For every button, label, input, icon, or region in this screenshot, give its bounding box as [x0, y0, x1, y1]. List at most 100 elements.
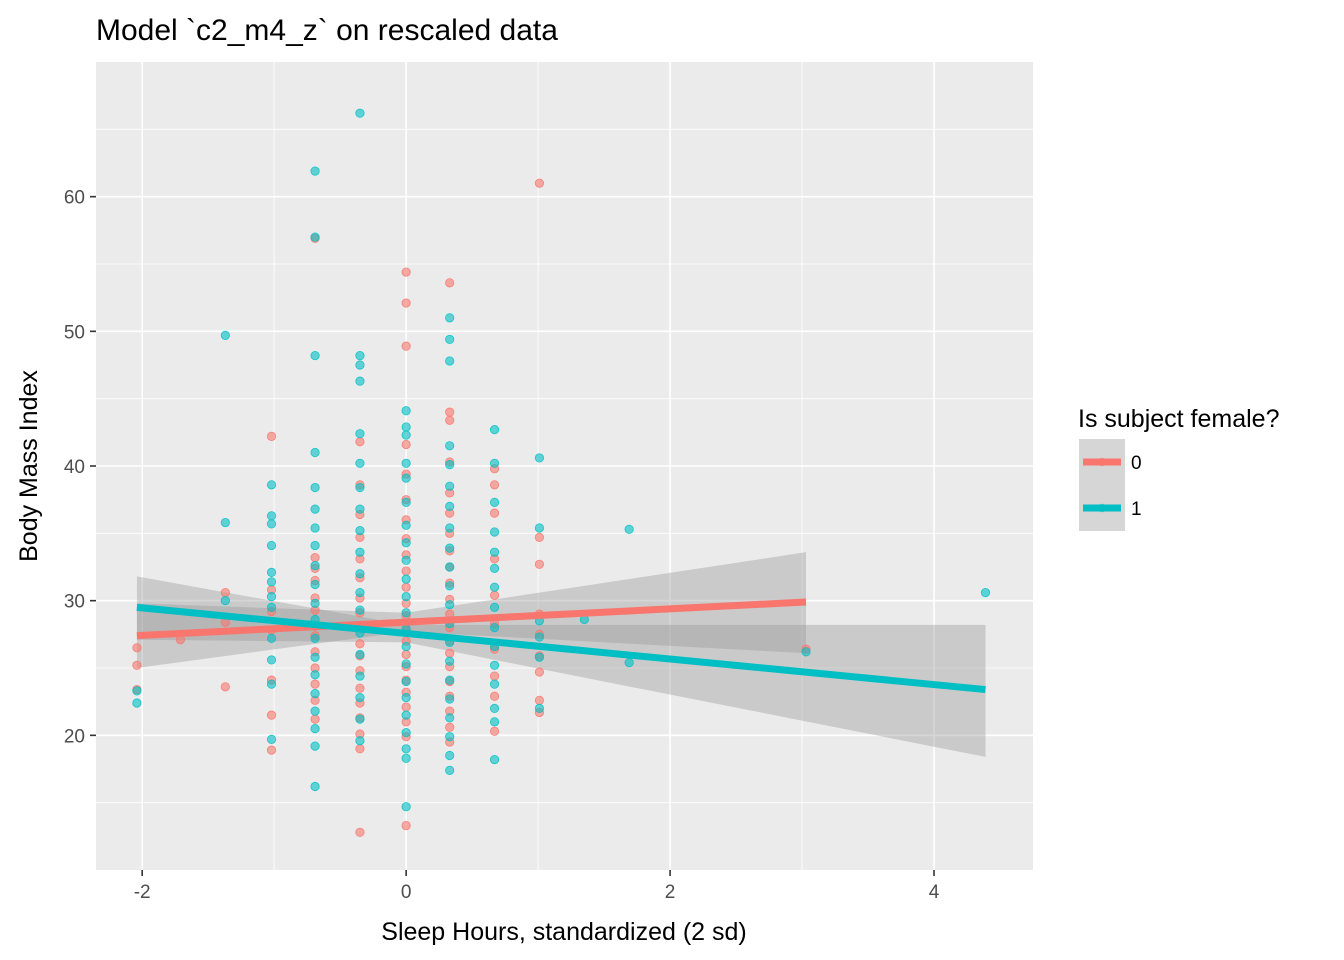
data-point-group-1 [445, 523, 455, 533]
data-point-group-1 [401, 406, 411, 416]
data-point-group-0 [220, 587, 230, 598]
data-point-group-0 [355, 639, 365, 649]
data-point-group-0 [266, 431, 277, 441]
data-point-group-1 [401, 753, 411, 763]
data-point-group-0 [401, 820, 411, 831]
data-point-group-0 [489, 726, 500, 736]
data-point-group-1 [489, 527, 500, 537]
data-point-group-0 [401, 298, 411, 308]
data-point-group-1 [132, 686, 142, 696]
data-point-group-1 [624, 658, 634, 668]
data-point-group-1 [401, 659, 411, 669]
data-point-group-0 [220, 682, 230, 692]
data-point-group-1 [355, 547, 365, 557]
data-point-group-0 [401, 267, 411, 277]
data-point-group-1 [266, 480, 277, 490]
data-point-group-0 [401, 439, 411, 450]
data-point-group-1 [355, 482, 365, 493]
data-point-group-1 [489, 563, 500, 573]
x-tick-label: 2 [665, 882, 676, 903]
data-point-group-1 [534, 632, 545, 642]
data-point-group-0 [266, 710, 277, 720]
data-point-group-0 [310, 714, 320, 724]
data-point-group-1 [445, 481, 455, 491]
data-point-group-0 [445, 722, 455, 732]
data-point-group-0 [355, 744, 365, 754]
data-point-group-1 [445, 765, 455, 775]
data-point-group-0 [489, 671, 500, 681]
data-point-group-1 [266, 592, 277, 602]
data-point-group-1 [310, 781, 320, 792]
data-point-group-1 [310, 561, 320, 571]
data-point-group-1 [445, 460, 455, 470]
data-point-group-1 [445, 675, 455, 685]
data-point-group-1 [401, 430, 411, 440]
data-point-group-1 [489, 703, 500, 714]
data-point-group-1 [310, 598, 320, 608]
data-point-group-1 [355, 605, 365, 615]
data-point-group-0 [445, 407, 455, 417]
data-point-group-0 [132, 643, 142, 653]
data-point-group-0 [489, 590, 500, 600]
data-point-group-1 [801, 647, 811, 657]
data-point-group-1 [980, 587, 991, 598]
data-point-group-1 [310, 706, 320, 716]
data-point-group-0 [489, 691, 500, 701]
data-point-group-0 [401, 341, 411, 351]
data-point-group-1 [445, 313, 455, 323]
data-point-group-1 [310, 166, 320, 176]
data-point-group-1 [310, 540, 320, 551]
data-point-group-1 [401, 458, 411, 468]
data-point-group-1 [355, 376, 365, 386]
data-point-group-1 [445, 600, 455, 610]
data-point-group-1 [310, 741, 320, 751]
data-point-group-0 [534, 532, 545, 542]
data-point-group-1 [355, 108, 365, 118]
data-point-group-1 [401, 608, 411, 618]
data-point-group-1 [266, 679, 277, 689]
data-points [132, 108, 991, 837]
data-point-group-1 [401, 422, 411, 432]
data-point-group-1 [310, 447, 320, 458]
data-point-group-0 [355, 437, 365, 447]
data-point-group-1 [220, 596, 230, 606]
data-point-group-1 [355, 649, 365, 660]
data-point-group-1 [489, 754, 500, 765]
data-point-group-1 [534, 703, 545, 714]
data-point-group-1 [355, 587, 365, 598]
data-point-group-0 [355, 827, 365, 837]
data-point-group-1 [132, 698, 142, 708]
data-point-group-0 [401, 566, 411, 576]
y-tick-label: 40 [64, 457, 85, 478]
data-point-group-0 [401, 702, 411, 712]
data-point-group-1 [489, 717, 500, 727]
data-point-group-1 [401, 676, 411, 687]
data-point-group-1 [310, 670, 320, 680]
legend-key-point-1 [1097, 503, 1107, 513]
data-point-group-1 [266, 577, 277, 587]
data-point-group-0 [445, 415, 455, 425]
legend: Is subject female? 0 1 [1078, 405, 1280, 531]
data-point-group-1 [489, 547, 500, 557]
data-point-group-1 [445, 694, 455, 704]
data-point-group-1 [355, 504, 365, 514]
data-point-group-1 [401, 592, 411, 602]
data-point-group-1 [401, 473, 411, 483]
data-point-group-1 [266, 734, 277, 744]
data-point-group-1 [445, 356, 455, 366]
data-point-group-0 [445, 648, 455, 658]
fit-lines [136, 598, 986, 694]
legend-title: Is subject female? [1078, 405, 1280, 433]
data-point-group-1 [220, 330, 230, 340]
data-point-group-1 [401, 497, 411, 507]
data-point-group-1 [534, 523, 545, 533]
data-point-group-0 [310, 679, 320, 689]
data-point-group-1 [266, 511, 277, 521]
data-point-group-1 [355, 693, 365, 703]
chart-title: Model `c2_m4_z` on rescaled data [96, 14, 558, 47]
data-point-group-1 [355, 714, 365, 724]
data-point-group-1 [489, 679, 500, 689]
y-tick-label: 50 [64, 322, 85, 343]
y-tick-label: 60 [64, 188, 85, 209]
data-point-group-1 [401, 641, 411, 652]
